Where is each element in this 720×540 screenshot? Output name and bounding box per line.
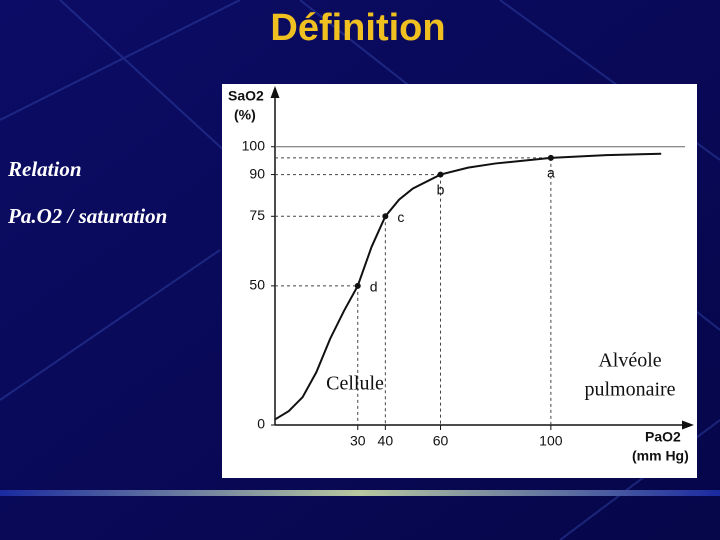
x-tick-label: 40 [378,433,394,449]
bullet: Pa.O2 / saturation [7,204,167,228]
note: Cellule [326,373,384,395]
y-tick-label: 100 [242,137,266,153]
y-axis-label: (%) [234,107,256,123]
point-label: b [437,181,445,197]
y-tick-label: 75 [249,207,265,223]
bullet: Relation [7,157,82,181]
point-label: c [397,209,404,225]
point-label: a [547,165,555,181]
x-axis-label: PaO2 [645,429,681,445]
point-label: d [370,279,378,295]
series-line [274,152,662,421]
chart-panel [222,84,697,478]
x-axis-label: (mm Hg) [632,448,689,464]
y-tick-label: 50 [249,277,265,293]
x-tick-label: 60 [433,433,449,449]
y-axis-label: SaO2 [228,88,264,104]
x-tick-label: 30 [350,433,366,449]
x-tick-label: 100 [539,433,563,449]
y-tick-label: 90 [249,165,265,181]
y-tick-label: 0 [257,416,265,432]
note: pulmonaire [584,379,675,401]
footer-bar [0,490,720,496]
slide-title: Définition [270,7,445,49]
chart: SaO2 (%) PaO2 (mm Hg) 0 50 75 90 100 30 40 60 100 a b c… [228,86,694,464]
note: Alvéole [598,350,661,372]
